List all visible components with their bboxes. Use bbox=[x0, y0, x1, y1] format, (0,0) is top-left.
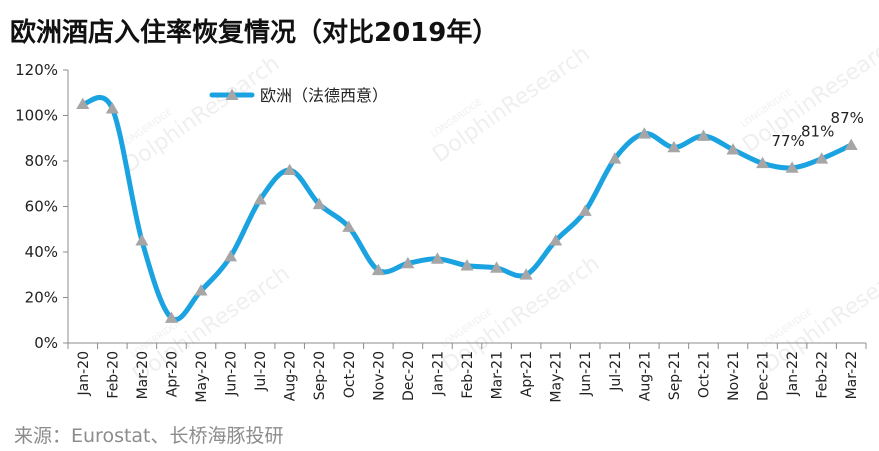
data-point-marker bbox=[608, 152, 622, 164]
x-tick-label: Mar-21 bbox=[490, 351, 506, 399]
y-axis-ticks: 0% 20% 40% 60% 80% 100% 120% bbox=[15, 61, 68, 352]
watermark-name: DolphinResearch bbox=[118, 51, 284, 178]
data-point-marker bbox=[578, 204, 592, 216]
data-point-marker bbox=[283, 163, 297, 175]
x-tick-label: Feb-22 bbox=[815, 351, 831, 399]
data-point-marker bbox=[549, 234, 563, 246]
x-tick-label: Jul-21 bbox=[608, 351, 624, 392]
data-point-marker bbox=[667, 140, 681, 153]
x-tick-label: Aug-21 bbox=[637, 351, 653, 401]
x-tick-label: Dec-20 bbox=[401, 351, 417, 401]
x-tick-label: Oct-21 bbox=[696, 351, 712, 398]
legend-label: 欧洲（法德西意） bbox=[260, 86, 388, 105]
data-point-marker bbox=[194, 284, 208, 296]
y-tick-label: 40% bbox=[25, 243, 58, 261]
y-tick-label: 0% bbox=[34, 334, 58, 352]
data-label: 81% bbox=[801, 123, 834, 141]
data-point-marker bbox=[105, 102, 119, 114]
data-point-marker bbox=[371, 263, 385, 276]
data-point-marker bbox=[76, 97, 90, 109]
y-tick-label: 80% bbox=[25, 152, 58, 170]
data-point-marker bbox=[401, 256, 415, 269]
chart-legend: 欧洲（法德西意） bbox=[209, 86, 388, 105]
x-tick-label: Nov-21 bbox=[726, 351, 742, 401]
x-tick-label: Jan-21 bbox=[430, 351, 446, 396]
x-tick-label: Jun-21 bbox=[578, 351, 594, 397]
marker-layer bbox=[76, 97, 858, 323]
data-point-marker bbox=[224, 250, 238, 262]
data-point-marker bbox=[696, 129, 710, 141]
x-tick-label: Nov-20 bbox=[371, 351, 387, 401]
data-point-marker bbox=[135, 234, 149, 246]
data-point-marker bbox=[815, 152, 829, 164]
data-point-marker bbox=[637, 127, 651, 139]
data-point-marker bbox=[785, 161, 799, 173]
x-tick-label: Sep-20 bbox=[312, 351, 328, 400]
x-tick-label: Oct-20 bbox=[342, 351, 358, 398]
x-tick-label: May-21 bbox=[549, 351, 565, 403]
data-point-marker bbox=[756, 156, 770, 169]
y-tick-label: 100% bbox=[15, 107, 58, 125]
data-point-marker bbox=[726, 143, 740, 155]
data-point-marker bbox=[519, 268, 533, 280]
data-point-marker bbox=[844, 138, 858, 150]
data-point-marker bbox=[430, 252, 444, 264]
data-point-marker bbox=[490, 261, 504, 273]
x-tick-label: Apr-21 bbox=[519, 351, 535, 397]
x-tick-label: Mar-22 bbox=[844, 351, 860, 399]
data-point-marker bbox=[164, 311, 178, 323]
source-note: 来源：Eurostat、长桥海豚投研 bbox=[14, 425, 284, 447]
x-tick-label: Jan-20 bbox=[76, 351, 92, 396]
x-tick-label: Aug-20 bbox=[283, 351, 299, 401]
watermark-name: DolphinResearch bbox=[428, 41, 594, 168]
x-tick-label: Jan-22 bbox=[785, 351, 801, 396]
y-tick-label: 20% bbox=[25, 289, 58, 307]
chart-title: 欧洲酒店入住率恢复情况（对比2019年） bbox=[10, 18, 499, 48]
data-point-marker bbox=[460, 259, 474, 271]
data-label-layer: 77%81%87% bbox=[771, 109, 863, 150]
x-tick-label: Apr-20 bbox=[164, 351, 180, 397]
x-tick-label: Feb-21 bbox=[460, 351, 476, 399]
x-tick-label: Sep-21 bbox=[667, 351, 683, 400]
x-tick-label: Dec-21 bbox=[756, 351, 772, 401]
data-point-marker bbox=[253, 193, 267, 205]
x-axis-ticks: Jan-20 Feb-20 Mar-20 Apr-20 May-20 Jun-20 Jul-… bbox=[67, 343, 867, 403]
x-tick-label: Feb-20 bbox=[105, 351, 121, 399]
x-tick-label: May-20 bbox=[194, 351, 210, 403]
data-label: 77% bbox=[771, 132, 804, 150]
x-tick-label: Jun-20 bbox=[224, 351, 240, 397]
y-tick-label: 120% bbox=[15, 61, 58, 79]
data-point-marker bbox=[342, 220, 356, 232]
x-tick-label: Mar-20 bbox=[135, 351, 151, 399]
y-tick-label: 60% bbox=[25, 198, 58, 216]
legend-swatch-marker bbox=[225, 88, 239, 100]
x-tick-label: Jul-20 bbox=[253, 351, 269, 392]
data-label: 87% bbox=[831, 109, 864, 127]
data-point-marker bbox=[312, 197, 326, 210]
